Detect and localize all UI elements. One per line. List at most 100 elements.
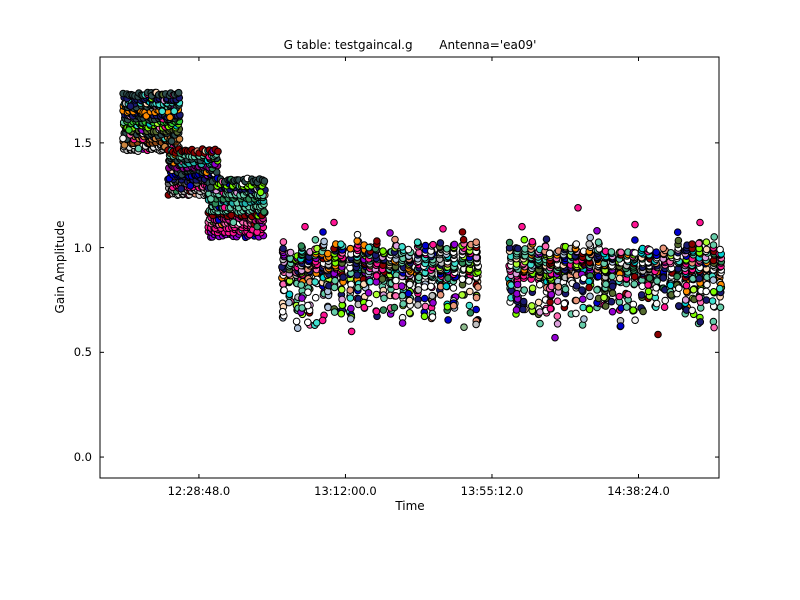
data-point xyxy=(520,286,529,294)
data-point xyxy=(414,286,423,294)
data-point xyxy=(420,283,429,291)
data-point xyxy=(278,307,287,316)
data-point xyxy=(458,228,467,236)
data-point xyxy=(380,294,388,303)
data-point xyxy=(166,113,174,122)
data-point xyxy=(534,298,543,307)
data-point xyxy=(378,275,387,283)
data-point xyxy=(622,303,631,311)
data-point xyxy=(399,300,408,308)
data-point xyxy=(338,295,346,304)
data-point xyxy=(366,277,374,286)
y-axis-label: Gain Amplitude xyxy=(53,220,67,314)
data-point xyxy=(474,283,482,291)
data-point xyxy=(398,243,406,251)
data-point xyxy=(353,271,361,279)
data-point xyxy=(472,305,481,314)
data-point xyxy=(260,177,269,185)
x-tick-label: 14:38:24.0 xyxy=(607,484,670,498)
data-point xyxy=(572,309,580,318)
x-tick-label: 13:12:00.0 xyxy=(314,484,377,498)
data-point xyxy=(174,88,183,97)
data-point xyxy=(703,280,711,289)
data-point xyxy=(631,236,639,244)
data-point xyxy=(465,301,474,310)
data-point xyxy=(646,246,654,254)
data-point xyxy=(545,249,554,258)
data-point xyxy=(292,317,301,326)
data-point xyxy=(125,126,133,134)
data-point xyxy=(436,291,445,299)
data-point xyxy=(436,239,445,247)
data-point xyxy=(330,283,339,292)
data-point xyxy=(608,272,617,281)
data-point xyxy=(379,247,387,255)
data-point xyxy=(404,289,413,298)
data-point xyxy=(696,218,704,227)
data-point xyxy=(528,237,537,246)
data-point xyxy=(601,302,610,310)
data-point xyxy=(631,316,639,325)
data-point xyxy=(607,248,616,256)
data-point xyxy=(682,281,691,290)
data-point xyxy=(528,284,537,293)
plot-title: G table: testgaincal.g Antenna='ea09' xyxy=(283,38,537,52)
data-point xyxy=(629,306,638,315)
data-point xyxy=(304,301,312,310)
data-point xyxy=(644,281,652,289)
data-point xyxy=(347,304,355,313)
data-point xyxy=(392,292,400,300)
data-point xyxy=(229,218,238,227)
data-point xyxy=(667,249,675,257)
data-point xyxy=(450,240,459,249)
data-point xyxy=(710,233,719,241)
data-point xyxy=(207,195,215,203)
data-point xyxy=(311,293,320,302)
data-point xyxy=(337,240,345,248)
data-point xyxy=(460,323,468,332)
data-point xyxy=(337,285,346,294)
data-point xyxy=(518,222,526,231)
data-point xyxy=(708,297,717,305)
data-point xyxy=(586,292,594,301)
data-point xyxy=(585,240,594,248)
y-tick-label: 0.5 xyxy=(73,345,92,360)
data-point xyxy=(519,305,527,314)
data-point xyxy=(608,289,617,298)
data-point xyxy=(542,235,551,243)
data-point xyxy=(297,281,306,289)
data-point xyxy=(579,295,587,304)
data-point xyxy=(519,297,528,306)
data-point xyxy=(170,107,178,115)
axis-ticks xyxy=(100,57,719,478)
data-point xyxy=(536,308,544,316)
data-point xyxy=(513,289,521,298)
data-point xyxy=(398,282,406,290)
data-point xyxy=(339,273,347,282)
data-point xyxy=(624,290,632,299)
data-point xyxy=(379,306,388,314)
data-point xyxy=(330,218,338,227)
data-point xyxy=(206,183,215,192)
data-point xyxy=(391,235,399,244)
data-point xyxy=(710,323,718,332)
data-point xyxy=(331,276,339,285)
data-point xyxy=(608,282,617,291)
data-point xyxy=(654,330,662,339)
data-point xyxy=(505,238,514,247)
data-point xyxy=(304,318,312,327)
data-point xyxy=(286,248,295,257)
data-point xyxy=(617,248,625,257)
data-point xyxy=(443,245,451,253)
data-point xyxy=(304,288,312,297)
data-point xyxy=(659,244,668,253)
data-point xyxy=(551,333,559,342)
data-point xyxy=(660,303,669,312)
data-point xyxy=(428,313,437,321)
data-point xyxy=(652,248,661,256)
data-point xyxy=(594,238,603,246)
data-point xyxy=(652,284,661,292)
data-point xyxy=(681,296,690,304)
data-point xyxy=(280,286,288,295)
data-point xyxy=(702,245,711,254)
